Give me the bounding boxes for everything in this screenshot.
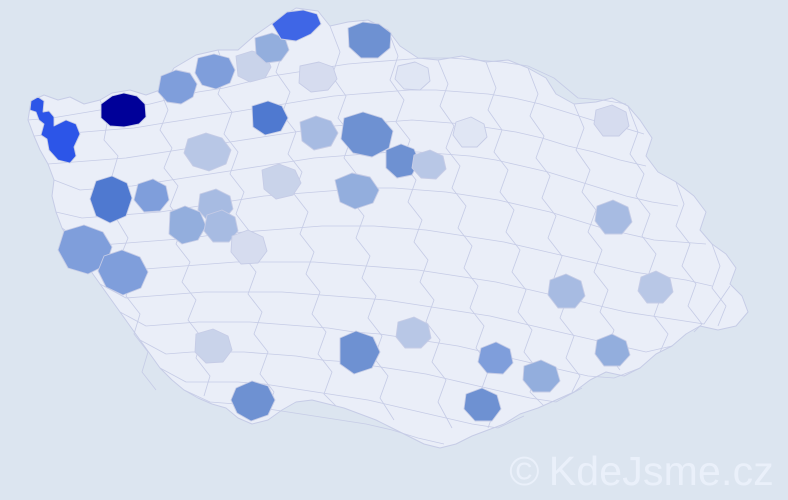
district-region[interactable] xyxy=(261,163,302,200)
district-region[interactable] xyxy=(271,9,322,42)
district-region[interactable] xyxy=(394,61,431,91)
district-region[interactable] xyxy=(194,53,236,90)
district-region[interactable] xyxy=(522,359,561,393)
district-region[interactable] xyxy=(411,149,447,180)
district-region[interactable] xyxy=(452,116,488,148)
district-region[interactable] xyxy=(340,111,394,158)
district-region[interactable] xyxy=(133,178,170,213)
district-region[interactable] xyxy=(168,205,207,245)
district-region[interactable] xyxy=(463,387,502,422)
district-region[interactable] xyxy=(334,172,380,210)
district-region[interactable] xyxy=(593,104,630,137)
district-region[interactable] xyxy=(547,273,586,309)
district-region[interactable] xyxy=(347,21,392,59)
district-region[interactable] xyxy=(254,32,290,64)
district-region[interactable] xyxy=(100,92,147,128)
district-region[interactable] xyxy=(298,61,338,93)
country-outline xyxy=(27,7,749,449)
district-region[interactable] xyxy=(194,328,233,364)
district-region[interactable] xyxy=(299,115,339,151)
district-region[interactable] xyxy=(637,270,674,304)
district-layer xyxy=(29,9,674,422)
district-region[interactable] xyxy=(594,199,633,235)
district-region[interactable] xyxy=(339,330,381,375)
district-region[interactable] xyxy=(29,96,81,164)
district-region[interactable] xyxy=(157,69,198,105)
district-region[interactable] xyxy=(395,316,432,349)
district-region[interactable] xyxy=(251,100,289,136)
district-region[interactable] xyxy=(89,175,133,224)
district-region[interactable] xyxy=(230,380,276,422)
district-region[interactable] xyxy=(230,229,268,265)
district-region[interactable] xyxy=(97,249,149,296)
district-region[interactable] xyxy=(594,333,631,367)
map-base-layer xyxy=(27,7,749,449)
district-region[interactable] xyxy=(183,132,232,172)
district-region[interactable] xyxy=(477,341,514,375)
